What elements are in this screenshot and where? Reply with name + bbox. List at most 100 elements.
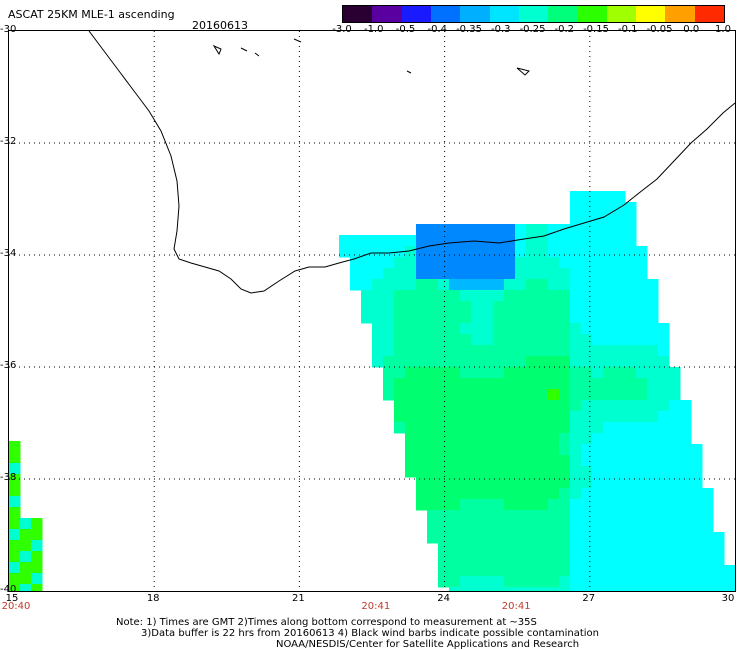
data-cell — [493, 521, 505, 533]
data-cell — [537, 290, 549, 302]
data-cell — [438, 565, 450, 577]
data-cell — [449, 433, 461, 445]
data-cell — [625, 378, 637, 390]
data-cell — [636, 246, 648, 258]
data-cell — [383, 312, 395, 324]
data-cell — [680, 565, 692, 577]
data-cell — [460, 510, 472, 522]
map-date: 20160613 — [192, 19, 248, 32]
data-cell — [702, 543, 714, 555]
data-cell — [438, 400, 450, 412]
data-cell — [581, 455, 593, 467]
data-cell — [526, 433, 538, 445]
data-cell — [482, 356, 494, 368]
data-cell — [482, 301, 494, 313]
data-cell — [636, 367, 648, 379]
data-cell — [416, 257, 428, 269]
data-cell — [482, 532, 494, 544]
data-cell — [614, 422, 626, 434]
data-cell — [471, 345, 483, 357]
data-cell — [658, 510, 670, 522]
data-cell — [614, 444, 626, 456]
data-cell — [614, 246, 626, 258]
data-cell — [449, 532, 461, 544]
data-cell — [405, 400, 417, 412]
data-cell — [570, 279, 582, 291]
data-cell — [559, 389, 571, 401]
data-cell — [515, 422, 527, 434]
data-cell — [592, 279, 604, 291]
data-cell — [416, 477, 428, 489]
data-cell — [504, 532, 516, 544]
data-cell — [427, 444, 439, 456]
data-cell — [471, 455, 483, 467]
data-cell — [405, 235, 417, 247]
data-cell — [625, 312, 637, 324]
data-cell — [9, 485, 21, 497]
data-cell — [438, 268, 450, 280]
data-cell — [449, 224, 461, 236]
colorbar-segment — [489, 6, 520, 22]
data-cell — [603, 444, 615, 456]
data-cell — [680, 499, 692, 511]
data-cell — [570, 400, 582, 412]
data-cell — [372, 268, 384, 280]
data-cell — [669, 543, 681, 555]
data-cell — [636, 411, 648, 423]
data-cell — [559, 345, 571, 357]
data-cell — [669, 444, 681, 456]
data-cell — [702, 554, 714, 566]
data-cell — [449, 290, 461, 302]
data-cell — [471, 367, 483, 379]
data-cell — [548, 510, 560, 522]
data-cell — [548, 279, 560, 291]
data-cell — [405, 268, 417, 280]
latitude-label: -36 — [0, 360, 17, 371]
data-cell — [559, 422, 571, 434]
data-cell — [427, 378, 439, 390]
data-cell — [548, 466, 560, 478]
data-cell — [592, 334, 604, 346]
data-cell — [471, 444, 483, 456]
data-cell — [460, 356, 472, 368]
data-cell — [515, 268, 527, 280]
data-cell — [614, 455, 626, 467]
data-cell — [570, 378, 582, 390]
data-cell — [504, 444, 516, 456]
data-cell — [548, 312, 560, 324]
data-cell — [416, 246, 428, 258]
data-cell — [482, 455, 494, 467]
data-cell — [614, 532, 626, 544]
data-cell — [647, 279, 659, 291]
data-cell — [647, 455, 659, 467]
colorbar-label: -0.35 — [456, 24, 482, 35]
data-cell — [680, 433, 692, 445]
data-cell — [570, 345, 582, 357]
data-cell — [658, 466, 670, 478]
data-cell — [20, 529, 32, 541]
data-cell — [691, 576, 703, 588]
data-cell — [647, 312, 659, 324]
data-cell — [647, 301, 659, 313]
data-cell — [9, 441, 21, 453]
data-cell — [691, 587, 703, 591]
data-cell — [493, 576, 505, 588]
data-cell — [383, 268, 395, 280]
data-cell — [537, 279, 549, 291]
data-cell — [394, 235, 406, 247]
data-cell — [460, 521, 472, 533]
data-cell — [680, 466, 692, 478]
data-cell — [416, 444, 428, 456]
data-cell — [504, 367, 516, 379]
data-cell — [636, 290, 648, 302]
data-cell — [394, 345, 406, 357]
data-cell — [548, 400, 560, 412]
data-cell — [570, 356, 582, 368]
data-cell — [460, 587, 472, 591]
data-cell — [570, 323, 582, 335]
data-cell — [625, 202, 637, 214]
data-cell — [603, 521, 615, 533]
data-cell — [625, 235, 637, 247]
data-cell — [460, 334, 472, 346]
data-cell — [449, 576, 461, 588]
